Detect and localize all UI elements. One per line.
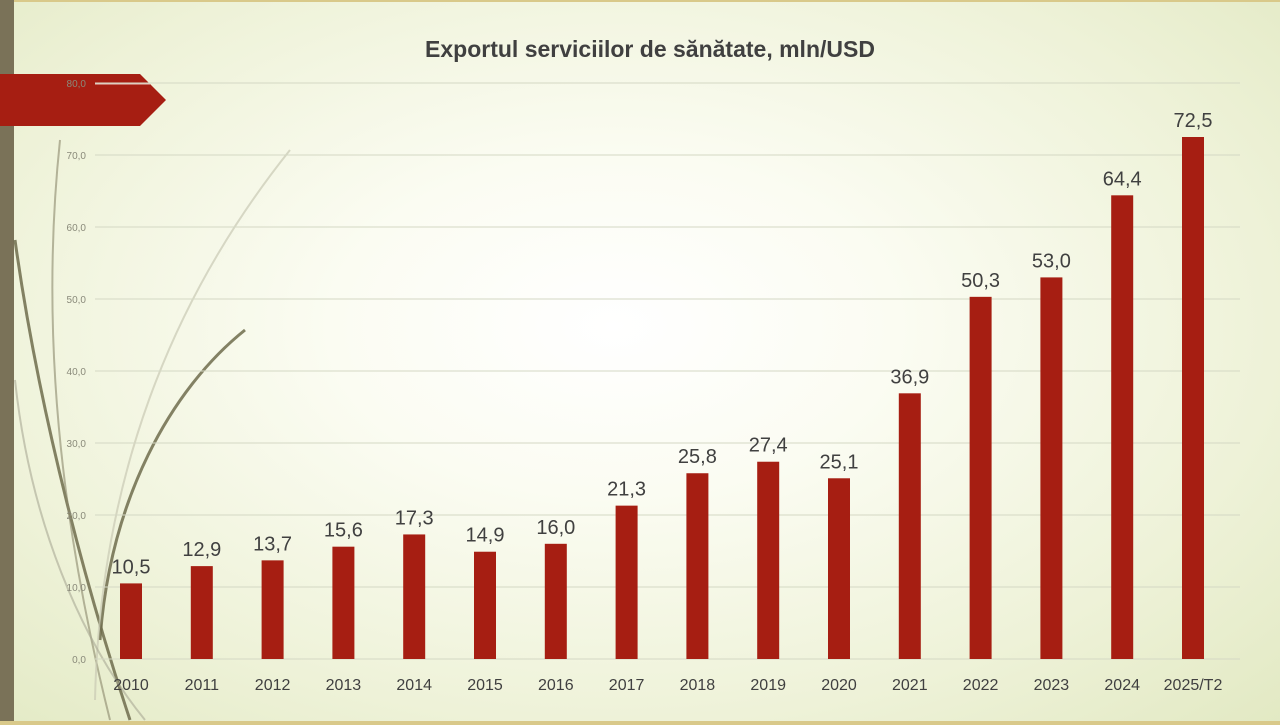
value-label: 16,0 (536, 517, 575, 539)
y-axis-ticks: 0,0 10,0 20,0 30,0 40,0 50,0 60,0 70,0 80,0 (67, 79, 87, 666)
value-label: 25,8 (678, 446, 717, 468)
bar (332, 546, 355, 659)
value-label: 10,5 (112, 556, 151, 578)
bar (474, 551, 496, 659)
x-tick-label: 2011 (185, 677, 220, 694)
value-label: 12,9 (182, 539, 221, 561)
y-tick-label: 40,0 (67, 367, 87, 378)
bars (120, 137, 1204, 659)
value-label: 14,9 (466, 525, 505, 547)
bar (120, 583, 142, 659)
red-tab-decoration (0, 74, 166, 126)
x-tick-label: 2020 (821, 677, 857, 694)
value-label: 36,9 (890, 366, 929, 388)
bar (1111, 195, 1134, 659)
bar (969, 296, 992, 659)
value-labels: 10,5 12,9 13,7 15,6 17,3 14,9 16,0 21,3 25,8 27,4… (112, 110, 1213, 578)
x-tick-label: 2025/T2 (1164, 677, 1223, 694)
x-tick-label: 2015 (467, 677, 503, 694)
bar (898, 393, 921, 659)
left-frame-bar (0, 0, 14, 725)
y-tick-label: 30,0 (67, 439, 87, 450)
value-label: 53,0 (1032, 250, 1071, 272)
x-tick-label: 2017 (609, 677, 645, 694)
bar (828, 478, 850, 659)
y-tick-label: 0,0 (72, 655, 86, 666)
bar (686, 473, 709, 659)
y-tick-label: 50,0 (67, 295, 87, 306)
x-tick-label: 2016 (538, 677, 574, 694)
value-label: 72,5 (1174, 110, 1213, 132)
decorative-curves (13, 139, 291, 721)
value-label: 25,1 (820, 451, 859, 473)
value-label: 50,3 (961, 270, 1000, 292)
y-tick-label: 60,0 (67, 223, 87, 234)
x-tick-label: 2018 (680, 677, 716, 694)
y-tick-label: 20,0 (67, 511, 87, 522)
value-label: 21,3 (607, 479, 646, 501)
x-tick-label: 2021 (892, 677, 928, 694)
bar (1182, 137, 1204, 659)
x-tick-label: 2019 (750, 677, 786, 694)
y-tick-label: 70,0 (67, 151, 87, 162)
x-tick-label: 2023 (1034, 677, 1070, 694)
value-label: 13,7 (253, 533, 292, 555)
bar (261, 560, 284, 659)
bar (190, 566, 213, 659)
value-label: 17,3 (395, 507, 434, 529)
value-label: 27,4 (749, 435, 788, 457)
bar (757, 461, 780, 659)
x-tick-label: 2013 (326, 677, 362, 694)
x-tick-label: 2012 (255, 677, 291, 694)
value-label: 64,4 (1103, 168, 1142, 190)
bottom-border (0, 721, 1280, 725)
y-tick-label: 10,0 (67, 583, 87, 594)
bar (544, 543, 567, 659)
x-axis-labels: 2010 2011 2012 2013 2014 2015 2016 2017 2018 2019… (113, 677, 1222, 694)
value-label: 15,6 (324, 520, 363, 542)
x-tick-label: 2022 (963, 677, 999, 694)
chart-title: Exportul serviciilor de sănătate, mln/US… (425, 36, 875, 62)
x-tick-label: 2024 (1104, 677, 1140, 694)
bar (1040, 277, 1063, 659)
x-tick-label: 2010 (113, 677, 149, 694)
x-tick-label: 2014 (396, 677, 432, 694)
bar (615, 505, 638, 659)
y-tick-label: 80,0 (67, 79, 87, 90)
top-border (0, 0, 1280, 2)
bar (403, 534, 426, 659)
